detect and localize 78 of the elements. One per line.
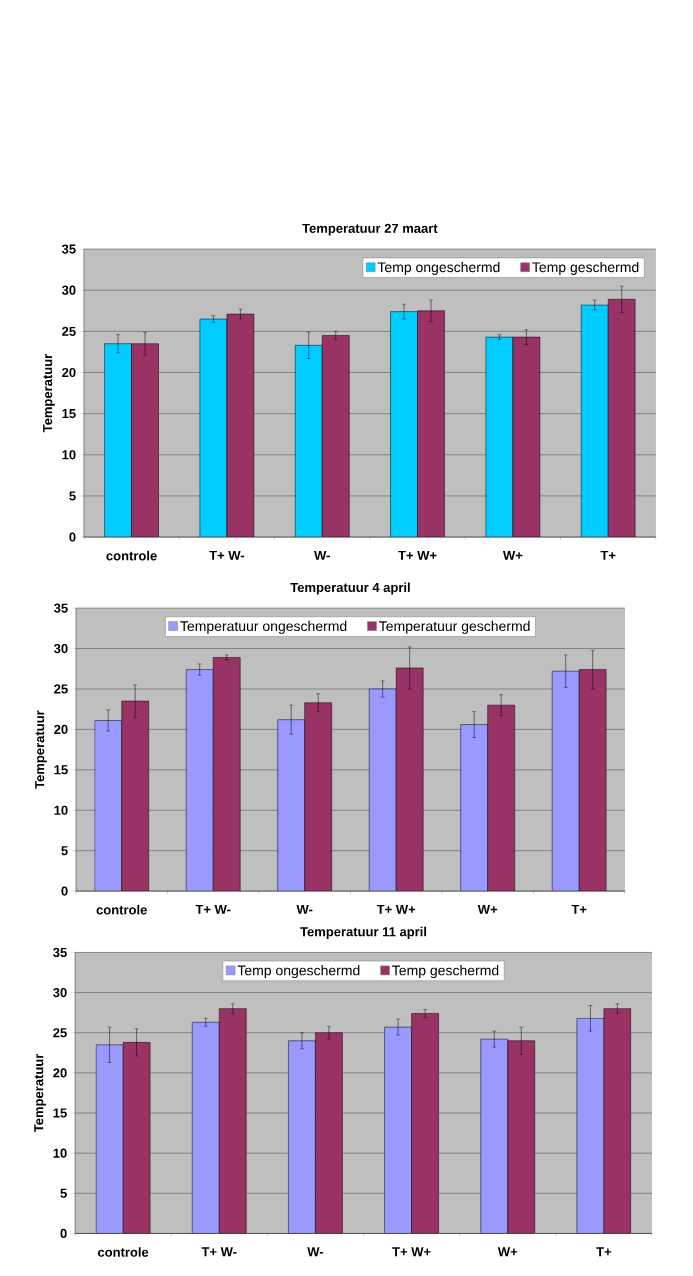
x-tick-label: controle: [106, 550, 157, 561]
y-tick-label: 35: [61, 244, 76, 254]
bar: [199, 319, 227, 538]
y-tick-label: 5: [69, 491, 76, 501]
y-axis-title: Temperatuur: [34, 1053, 46, 1133]
bar: [213, 657, 241, 892]
bar: [369, 688, 397, 892]
x-tick-label: W+: [497, 1247, 518, 1257]
legend-label: Temperatuur ongeschermd: [180, 620, 347, 634]
y-tick-label: 15: [54, 765, 68, 775]
y-tick-label: 30: [53, 987, 67, 998]
y-tick-label: 10: [54, 805, 68, 815]
bar: [322, 335, 350, 538]
y-axis-title: Temperatuur: [43, 354, 55, 433]
x-tick-label: W+: [502, 550, 523, 560]
y-tick-label: 5: [60, 1188, 67, 1198]
x-tick-label: T+ W+: [398, 550, 437, 560]
bar: [607, 299, 636, 538]
bar: [396, 667, 424, 892]
legend-label: Temperatuur geschermd: [379, 620, 530, 634]
bar: [390, 311, 418, 538]
legend-label: Temp geschermd: [532, 261, 639, 275]
y-tick-label: 25: [62, 326, 76, 336]
y-tick-label: 20: [53, 1068, 67, 1078]
bar: [186, 669, 214, 892]
y-tick-label: 15: [62, 409, 76, 419]
bar: [226, 314, 254, 538]
x-tick-label: T+ W+: [392, 1247, 431, 1257]
chart-title: Temperatuur 4 april: [290, 582, 410, 595]
bar: [131, 343, 159, 538]
x-tick-label: T+: [571, 904, 587, 914]
x-tick-label: W+: [477, 904, 498, 914]
y-tick-label: 0: [61, 886, 68, 896]
x-tick-label: T+: [600, 550, 616, 560]
y-tick-label: 25: [54, 684, 68, 694]
x-tick-label: controle: [97, 1247, 149, 1257]
legend-label: Temp ongeschermd: [377, 261, 500, 275]
bar: [304, 702, 332, 892]
bar: [580, 304, 609, 538]
x-tick-label: T+ W-: [209, 550, 245, 560]
bar: [121, 701, 149, 892]
y-tick-label: 35: [53, 947, 67, 958]
x-tick-label: W-: [296, 904, 313, 914]
legend-label: Temp ongeschermd: [237, 965, 360, 979]
y-axis-title: Temperatuur: [35, 710, 47, 789]
chart-title: Temperatuur 27 maart: [302, 223, 438, 236]
y-tick-label: 10: [62, 450, 76, 460]
y-tick-label: 20: [54, 724, 68, 734]
x-tick-label: W-: [307, 1247, 324, 1257]
x-tick-label: W-: [314, 550, 330, 560]
y-tick-label: 15: [53, 1108, 67, 1118]
bar: [578, 669, 607, 892]
bar: [104, 343, 132, 538]
bar: [551, 670, 580, 892]
y-tick-label: 0: [69, 532, 76, 542]
x-tick-label: controle: [96, 904, 147, 915]
x-tick-label: T+ W-: [195, 904, 231, 914]
bar: [460, 724, 488, 892]
bar: [295, 345, 323, 538]
y-tick-label: 30: [61, 285, 76, 295]
x-tick-label: T+ W-: [201, 1247, 237, 1257]
y-tick-label: 25: [53, 1028, 67, 1038]
y-tick-label: 20: [62, 367, 76, 378]
bar: [512, 337, 540, 538]
y-tick-label: 30: [53, 643, 68, 654]
y-tick-label: 10: [53, 1148, 67, 1158]
bar: [487, 705, 515, 892]
bar: [417, 310, 445, 538]
x-tick-label: T+ W+: [376, 904, 416, 914]
bar: [485, 337, 513, 538]
y-tick-label: 5: [61, 846, 68, 856]
bar: [94, 720, 122, 892]
x-tick-label: T+: [596, 1247, 612, 1257]
legend-label: Temp geschermd: [392, 965, 499, 979]
chart-title: Temperatuur 11 april: [300, 926, 427, 939]
y-tick-label: 35: [53, 603, 68, 613]
y-tick-label: 0: [60, 1228, 67, 1239]
bar: [277, 719, 305, 892]
